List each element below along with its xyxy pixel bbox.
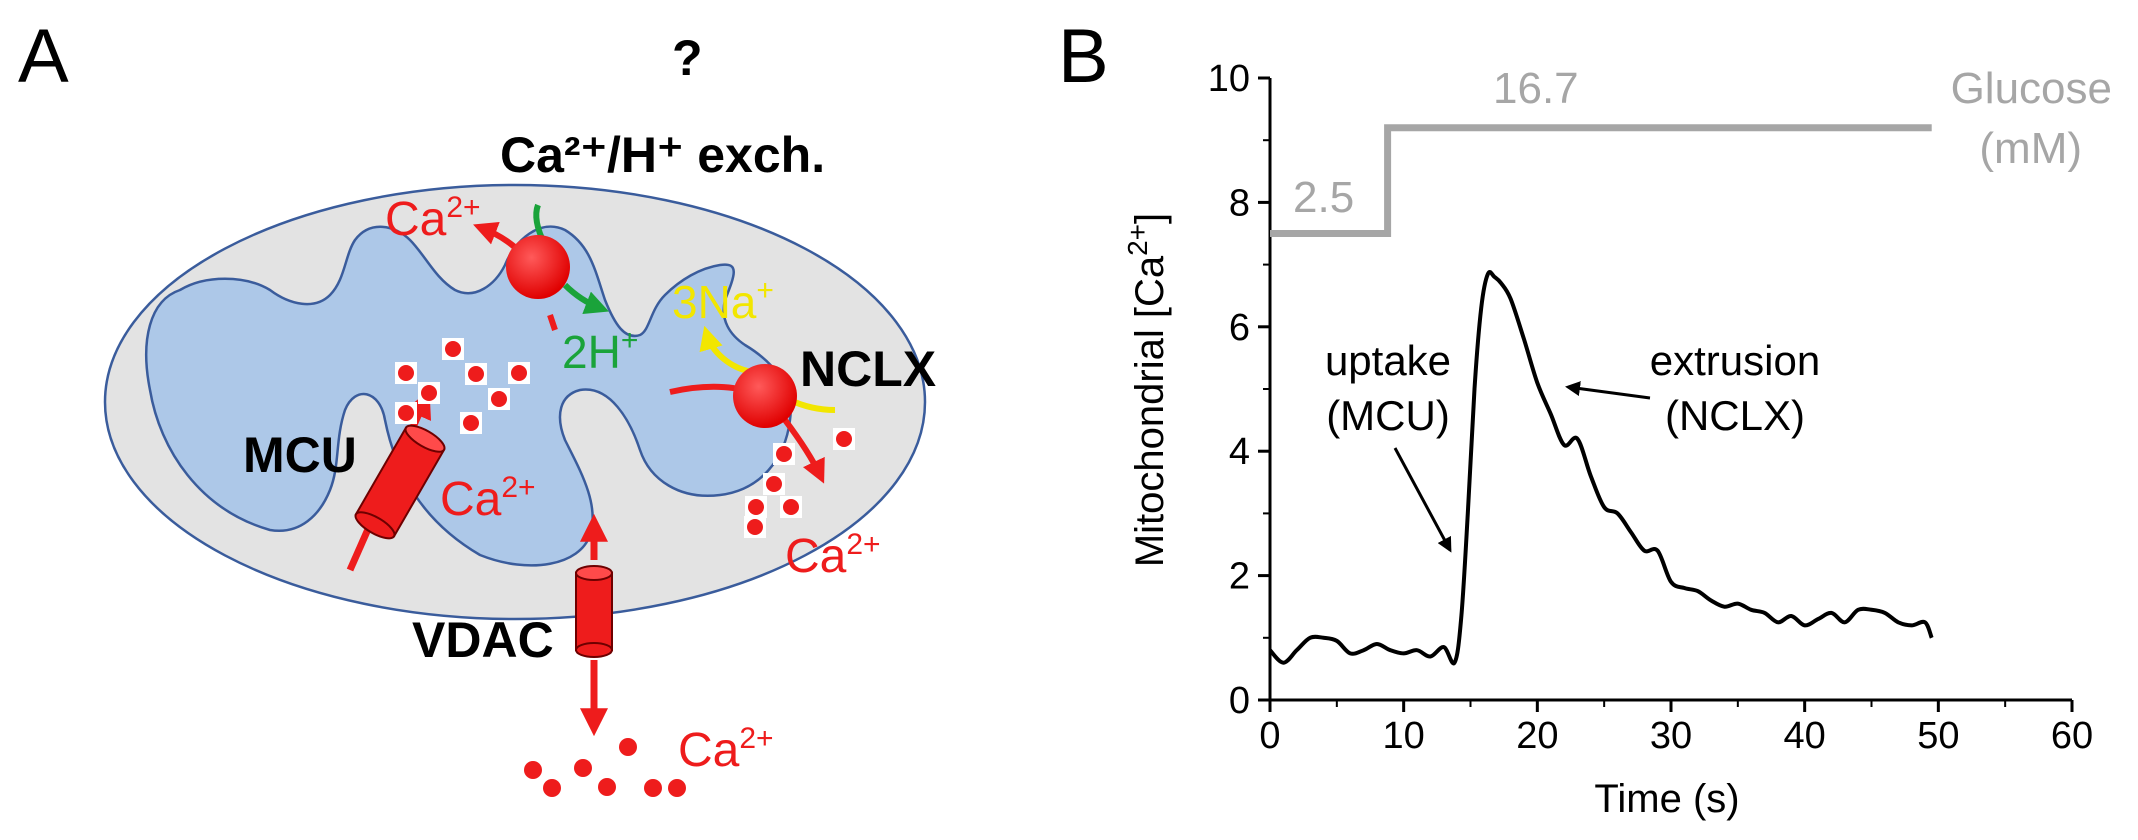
panel-b: B 0 10 20 30 40 50 60 0 2 4 6 8 10 Time (s) Mitocho…	[1058, 14, 2112, 821]
calcium-trace	[1268, 269, 1934, 666]
inner-membrane-matrix	[145, 225, 792, 567]
nclx-protein	[733, 364, 797, 428]
y-axis-title: Mitochondrial [Ca2+]	[1122, 213, 1172, 567]
exchanger-h-label: 2H+	[562, 324, 638, 378]
calcium-ion	[744, 516, 766, 538]
y-ticks: 0 2 4 6 8 10	[1208, 58, 1270, 722]
glucose-high-label: 16.7	[1493, 64, 1579, 113]
glucose-trace	[1270, 124, 1932, 237]
mcu-label: MCU	[243, 427, 357, 483]
y-tick-label: 0	[1229, 680, 1250, 722]
nclx-na-label: 3Na+	[672, 274, 774, 328]
x-axis-title: Time (s)	[1594, 777, 1739, 821]
exchanger-ca-label: Ca2+	[385, 191, 481, 246]
panel-b-letter: B	[1058, 14, 1109, 99]
exchanger-protein	[506, 235, 570, 299]
calcium-ion	[418, 382, 440, 404]
calcium-ion	[574, 759, 592, 777]
x-tick-label: 60	[2051, 715, 2093, 757]
calcium-ion	[745, 496, 767, 518]
calcium-ion	[524, 761, 542, 779]
question-mark: ?	[672, 30, 703, 86]
x-tick-label: 30	[1650, 715, 1692, 757]
nclx-ca-arrow	[782, 418, 825, 484]
y-tick-label: 8	[1229, 182, 1250, 224]
x-tick-label: 10	[1383, 715, 1425, 757]
extrusion-label-1: extrusion	[1650, 337, 1820, 384]
exchanger-label: Ca²⁺/H⁺ exch.	[500, 127, 825, 183]
calcium-ion	[395, 362, 417, 384]
calcium-ion	[543, 779, 561, 797]
calcium-ion	[460, 412, 482, 434]
calcium-ion	[442, 338, 464, 360]
glucose-legend-2: (mM)	[1979, 124, 2082, 173]
y-tick-label: 2	[1229, 556, 1250, 598]
exchanger-ca-tail	[547, 314, 558, 331]
uptake-label-2: (MCU)	[1326, 392, 1450, 439]
calcium-ion	[668, 779, 686, 797]
calcium-ion	[619, 738, 637, 756]
x-tick-label: 20	[1516, 715, 1558, 757]
calcium-ion	[488, 388, 510, 410]
nclx-out-ca-label: Ca2+	[785, 528, 881, 583]
uptake-label-1: uptake	[1325, 337, 1451, 384]
x-tick-label: 0	[1259, 715, 1280, 757]
cyto-ca-label: Ca2+	[678, 722, 774, 777]
nclx-label: NCLX	[800, 341, 936, 397]
glucose-legend-1: Glucose	[1951, 64, 2112, 113]
x-ticks: 0 10 20 30 40 50 60	[1259, 700, 2093, 757]
uptake-arrow	[1393, 447, 1452, 553]
y-tick-label: 6	[1229, 307, 1250, 349]
panel-a: A ? Ca²⁺/H⁺ exch. Ca2+ 2H+ 3Na+ NCLX MCU	[18, 14, 936, 797]
extrusion-arrow	[1565, 381, 1651, 400]
calcium-ion	[644, 779, 662, 797]
cytosolic-calcium	[524, 738, 686, 797]
vdac-channel	[575, 565, 613, 658]
x-tick-label: 50	[1917, 715, 1959, 757]
y-tick-label: 4	[1229, 431, 1250, 473]
panel-a-letter: A	[18, 14, 69, 99]
x-tick-label: 40	[1784, 715, 1826, 757]
vdac-label: VDAC	[412, 612, 554, 668]
extrusion-label-2: (NCLX)	[1665, 392, 1805, 439]
calcium-ion	[833, 428, 855, 450]
calcium-ion	[773, 443, 795, 465]
calcium-ion	[508, 362, 530, 384]
nclx-extruded-calcium	[744, 428, 855, 538]
calcium-ion	[780, 496, 802, 518]
calcium-ion	[395, 402, 417, 424]
matrix-calcium-cluster	[395, 338, 530, 434]
calcium-ion	[465, 363, 487, 385]
calcium-ion	[598, 778, 616, 796]
calcium-ion	[763, 473, 785, 495]
mcu-ca-label: Ca2+	[440, 471, 536, 526]
glucose-low-label: 2.5	[1293, 173, 1354, 222]
y-tick-label: 10	[1208, 58, 1250, 100]
exchanger-h-arrow	[562, 282, 609, 315]
mcu-channel	[354, 424, 446, 540]
